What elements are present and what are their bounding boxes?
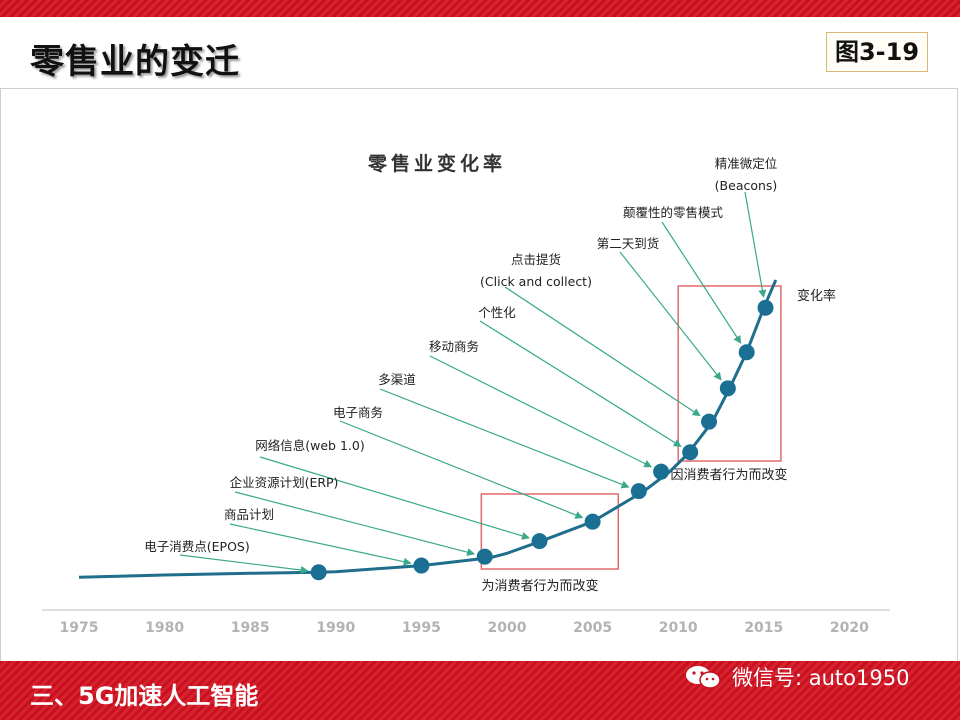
milestone-label: 电子消费点(EPOS) [144, 539, 249, 554]
x-tick-label: 2015 [744, 620, 783, 636]
milestone-point [413, 557, 430, 574]
highlight-box-label: 因消费者行为而改变 [670, 467, 787, 483]
wechat-icon [686, 666, 721, 689]
milestone-point [653, 463, 670, 480]
figure-label: 图3-19 [826, 32, 928, 72]
annotation-arrow [339, 420, 584, 519]
milestone-point [310, 564, 327, 581]
milestone-labels: 电子消费点(EPOS) 商品计划 企业资源计划(ERP) 网络信息(web 1.0) 电… [144, 156, 777, 554]
annotation-arrow [744, 191, 767, 298]
milestone-point [630, 483, 647, 500]
milestone-label: 移动商务 [429, 339, 479, 354]
milestone-label: 企业资源计划(ERP) [230, 475, 339, 490]
slide-title: 零售业的变迁 [30, 42, 240, 82]
milestone-sublabel: (Beacons) [715, 178, 778, 193]
x-tick-label: 1975 [60, 620, 99, 636]
annotation-arrow [229, 523, 412, 566]
milestone-label: 个性化 [478, 305, 516, 320]
x-tick-label: 1985 [231, 620, 270, 636]
top-decorative-band [0, 0, 960, 17]
annotation-arrow [259, 456, 530, 540]
x-tick-label: 1990 [316, 620, 355, 636]
highlight-box-label: 为消费者行为而改变 [481, 578, 598, 594]
annotation-arrow [379, 388, 630, 489]
milestone-label: 电子商务 [333, 405, 383, 420]
series-label: 变化率 [797, 288, 836, 304]
annotation-arrow [504, 286, 701, 417]
chart-title: 零售业变化率 [367, 152, 506, 175]
highlight-box [677, 285, 782, 462]
milestone-sublabel: (Click and collect) [480, 274, 592, 289]
milestone-point [719, 380, 736, 397]
bottom-section-title: 三、5G加速人工智能 [30, 682, 259, 710]
milestone-label: 多渠道 [378, 372, 416, 387]
annotation-arrow [479, 320, 682, 447]
annotation-arrow [619, 251, 722, 381]
wechat-id-text: 微信号: auto1950 [732, 666, 910, 690]
annotation-arrows [179, 191, 767, 574]
milestone-label: 精准微定位 [715, 156, 778, 171]
x-tick-label: 2010 [659, 620, 698, 636]
milestone-label: 点击提货 [511, 252, 561, 267]
milestone-point [584, 513, 601, 530]
milestone-point [757, 299, 774, 316]
x-tick-label: 2000 [488, 620, 527, 636]
highlight-box [480, 493, 620, 570]
milestone-point [701, 413, 718, 430]
annotation-arrow [234, 491, 476, 557]
milestone-label: 第二天到货 [597, 236, 660, 251]
content-frame [0, 88, 958, 661]
annotation-arrow [661, 221, 742, 344]
x-tick-label: 2005 [573, 620, 612, 636]
milestone-label: 网络信息(web 1.0) [255, 438, 364, 453]
change-rate-curve [78, 279, 778, 579]
x-tick-label: 1995 [402, 620, 441, 636]
x-axis-ticks: 1975 1980 1985 1990 1995 2000 2005 2010 2015 2020 [60, 620, 870, 636]
annotation-arrow [179, 554, 309, 574]
milestone-point [738, 344, 755, 361]
x-tick-label: 2020 [830, 620, 869, 636]
milestone-point [531, 533, 548, 550]
milestone-label: 商品计划 [224, 507, 274, 522]
milestone-point [476, 548, 493, 565]
x-tick-label: 1980 [145, 620, 184, 636]
milestone-label: 颠覆性的零售模式 [623, 205, 724, 220]
milestone-point [682, 444, 699, 461]
annotation-arrow [429, 355, 653, 468]
milestone-points [310, 299, 774, 581]
bottom-decorative-band [0, 661, 960, 720]
wechat-account: 微信号: auto1950 [684, 664, 909, 690]
highlight-boxes: 为消费者行为而改变 因消费者行为而改变 [480, 285, 788, 594]
